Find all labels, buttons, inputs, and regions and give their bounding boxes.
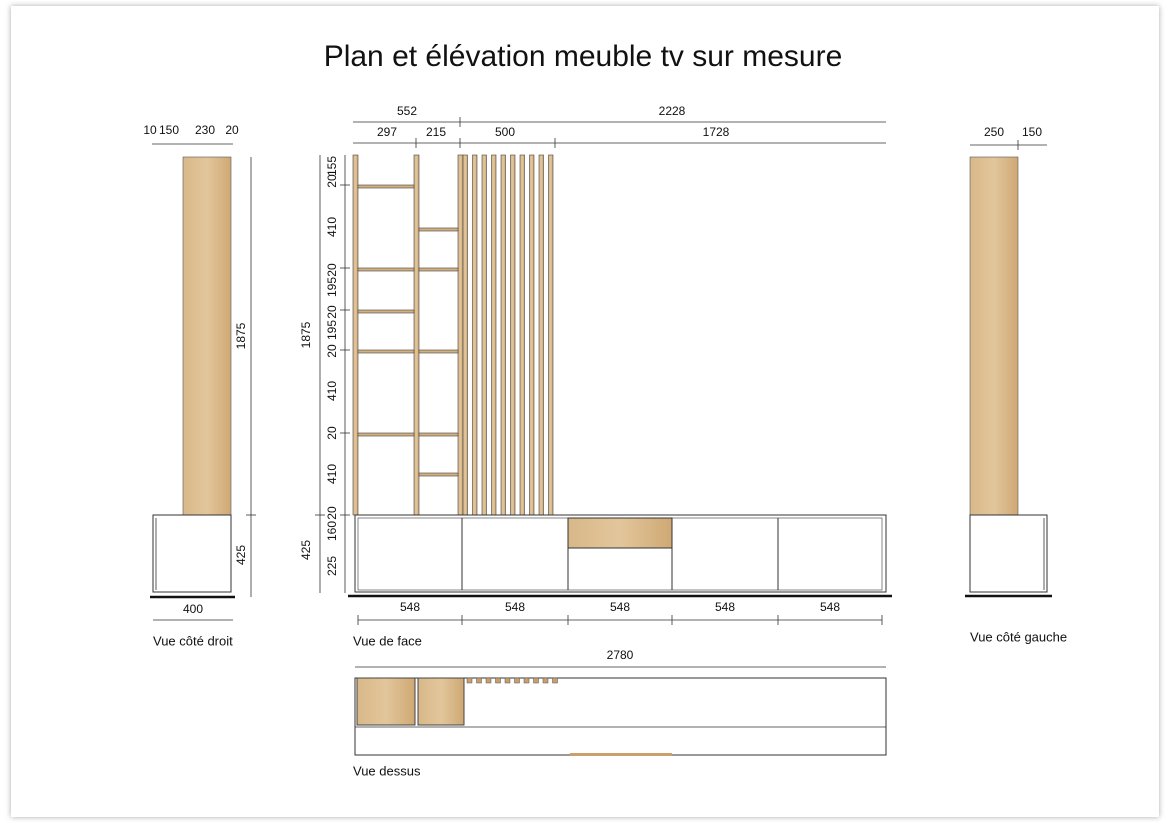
- dim: 150: [159, 123, 179, 137]
- dim: 195: [325, 320, 339, 340]
- left-side-view: 250 150 Vue côté gauche: [965, 125, 1067, 644]
- dim: 225: [325, 556, 339, 576]
- dim: 548: [820, 600, 840, 614]
- shelf-top: [356, 677, 416, 726]
- drawer-edge: [570, 753, 672, 756]
- dim: 548: [505, 600, 525, 614]
- dim: 2780: [607, 648, 634, 662]
- view-label: Vue côté droit: [153, 633, 233, 648]
- dim: 150: [1022, 125, 1042, 139]
- slat-top: [485, 677, 492, 684]
- upright: [457, 154, 464, 516]
- shelf: [418, 267, 459, 272]
- shelf: [418, 432, 459, 437]
- slat-top: [552, 677, 558, 684]
- slat-top: [504, 677, 511, 684]
- slat-top: [466, 677, 473, 684]
- slat-top: [533, 677, 539, 684]
- dim: 548: [400, 600, 420, 614]
- dim: 20: [325, 506, 339, 520]
- slat: [491, 154, 497, 516]
- shelf-top: [417, 677, 465, 726]
- dim: 195: [325, 277, 339, 297]
- shelf: [418, 349, 459, 354]
- slat: [529, 154, 535, 516]
- dim: 410: [325, 464, 339, 484]
- cabinet: [152, 514, 232, 593]
- slat: [472, 154, 478, 516]
- shelf: [357, 267, 415, 272]
- upright: [352, 154, 359, 516]
- dim: 155: [325, 156, 339, 176]
- dim: 297: [377, 125, 397, 139]
- dim: 20: [325, 174, 339, 188]
- shelf: [418, 227, 459, 232]
- slat: [548, 154, 554, 516]
- panel: [182, 156, 232, 516]
- shelf: [357, 432, 415, 437]
- slat-top: [476, 677, 482, 684]
- slat-top: [542, 677, 549, 684]
- dim: 250: [984, 125, 1004, 139]
- dim: 20: [325, 426, 339, 440]
- shelf: [357, 349, 415, 354]
- dim: 400: [183, 602, 203, 616]
- dim: 410: [325, 381, 339, 401]
- dim: 20: [225, 123, 239, 137]
- view-label: Vue de face: [353, 633, 422, 648]
- slat-top: [523, 677, 530, 684]
- front-view: 552 2228 297 215 500 1728 1875 425 15520…: [299, 104, 892, 648]
- drawer: [567, 517, 673, 549]
- slat: [500, 154, 506, 516]
- dim: 20: [325, 305, 339, 319]
- top-view: 2780 Vue dessus: [353, 648, 887, 778]
- panel: [969, 156, 1019, 516]
- view-label: Vue dessus: [353, 763, 421, 778]
- slat: [462, 154, 468, 516]
- slat: [538, 154, 544, 516]
- title: Plan et élévation meuble tv sur mesure: [324, 40, 843, 73]
- slat: [481, 154, 487, 516]
- dim: 215: [426, 125, 446, 139]
- dim: 10: [143, 123, 157, 137]
- view-label: Vue côté gauche: [970, 629, 1067, 644]
- dim: 425: [299, 540, 313, 560]
- right-side-view: 10 150 230 20 1875 425 400 Vue côté droi…: [143, 123, 256, 648]
- dim: 1875: [299, 321, 313, 348]
- dim: 160: [325, 521, 339, 541]
- slat: [519, 154, 525, 516]
- dim: 2228: [659, 104, 686, 118]
- shelf: [357, 184, 415, 189]
- top-slats: [466, 677, 558, 684]
- dim: 552: [397, 104, 417, 118]
- slat: [510, 154, 516, 516]
- dim: 20: [325, 263, 339, 277]
- slat-top: [495, 677, 501, 684]
- upright: [413, 154, 420, 516]
- dim: 548: [610, 600, 630, 614]
- slat-top: [514, 677, 520, 684]
- dim: 548: [715, 600, 735, 614]
- shelf: [418, 472, 459, 477]
- dim: 500: [495, 125, 515, 139]
- dim: 410: [325, 217, 339, 237]
- dim: 1728: [703, 125, 730, 139]
- dim: 1875: [234, 322, 248, 349]
- cabinet: [969, 514, 1048, 593]
- dim: 20: [325, 344, 339, 358]
- dim: 425: [234, 545, 248, 565]
- dim: 230: [195, 123, 215, 137]
- doors: 548 548 548 548 548: [357, 517, 883, 625]
- shelf: [357, 309, 415, 314]
